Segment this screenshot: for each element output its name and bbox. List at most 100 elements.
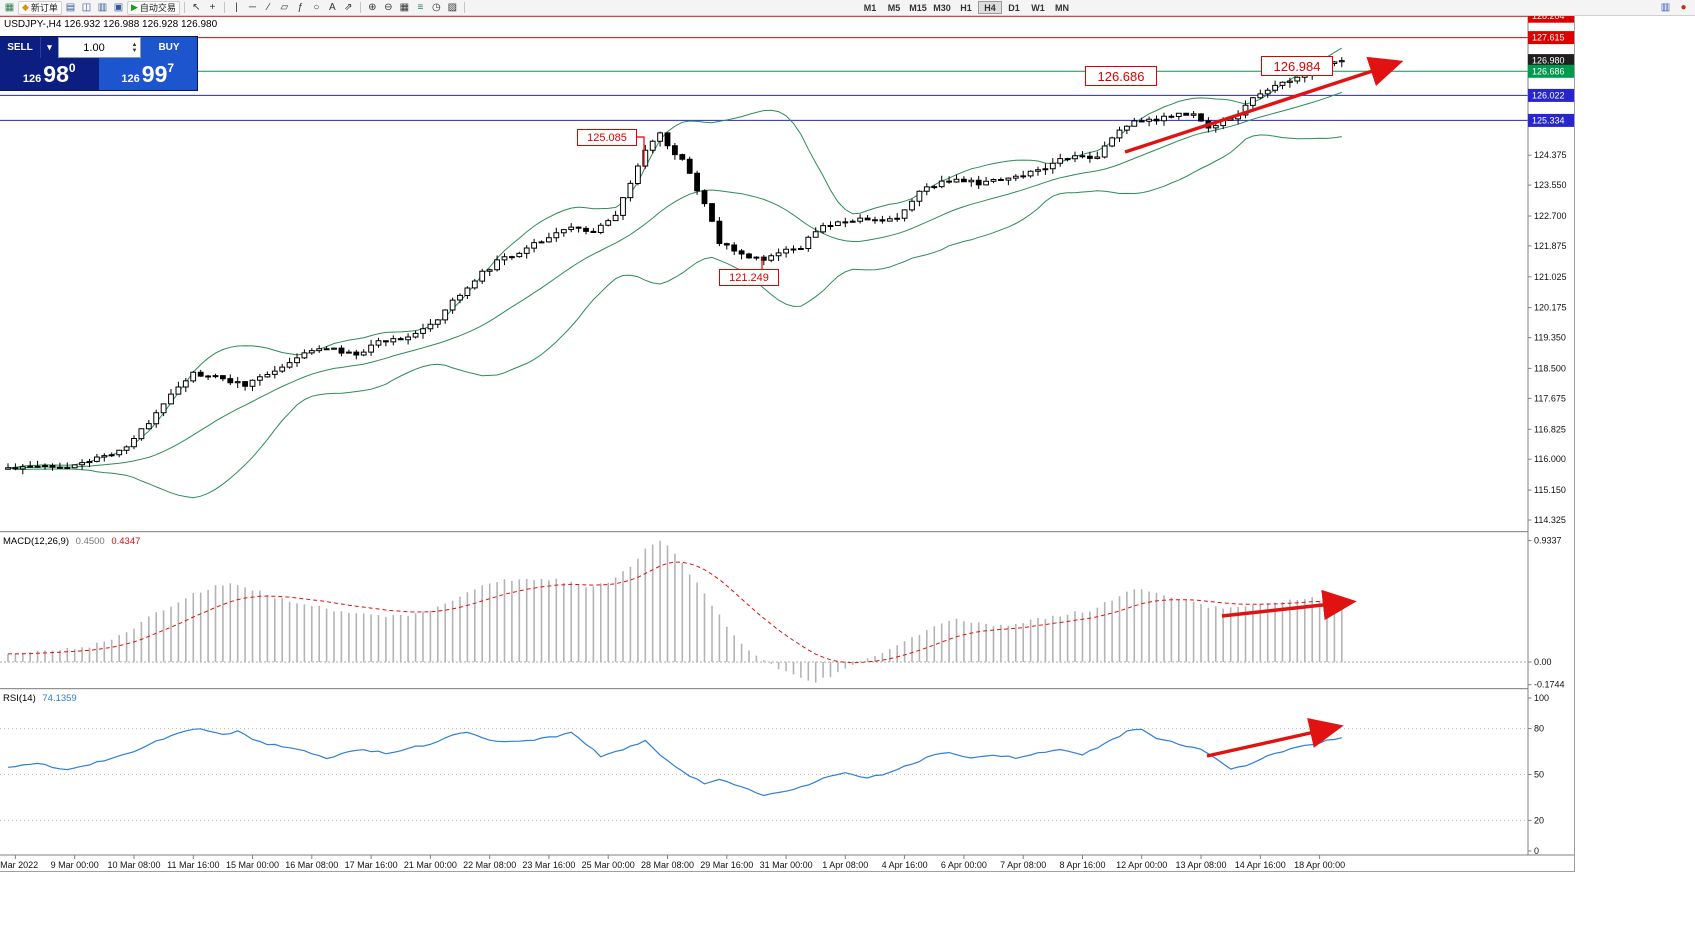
autotrading-button-label: 自动交易: [139, 3, 176, 13]
svg-text:16 Mar 08:00: 16 Mar 08:00: [285, 860, 338, 870]
rsi-value: 74.1359: [42, 693, 77, 704]
volume-stepper[interactable]: ▲ ▼: [129, 42, 140, 54]
macd-signal-value: 0.4347: [111, 536, 141, 547]
navigator-icon[interactable]: ▥: [97, 2, 108, 13]
svg-text:126.686: 126.686: [1532, 66, 1565, 76]
toolbar-separator: [183, 2, 185, 13]
volume-input[interactable]: 1.00 ▲ ▼: [58, 37, 141, 58]
fibonacci-icon[interactable]: ƒ: [297, 2, 304, 13]
timeframe-M5[interactable]: M5: [887, 3, 901, 13]
channel-icon[interactable]: ▱: [280, 2, 289, 13]
timeframe-MN[interactable]: MN: [1055, 3, 1069, 13]
timeframe-M30[interactable]: M30: [933, 3, 951, 13]
periods-icon[interactable]: ◷: [432, 2, 441, 13]
sell-button[interactable]: SELL: [0, 37, 40, 58]
new-order-button[interactable]: ◆ 新订单: [18, 0, 62, 15]
chevron-down-icon: ▾: [47, 42, 52, 52]
shapes-icon[interactable]: ○: [313, 2, 320, 13]
svg-text:15 Mar 00:00: 15 Mar 00:00: [226, 860, 279, 870]
cursor-icon[interactable]: ↖: [192, 2, 201, 13]
rsi-line: [7, 728, 1342, 797]
svg-text:122.700: 122.700: [1534, 211, 1567, 221]
zoom-in-icon[interactable]: ⊕: [368, 2, 377, 13]
buy-price-point: 7: [167, 61, 175, 75]
trend-arrow[interactable]: [1221, 589, 1357, 621]
tile-windows-icon[interactable]: ▦: [399, 2, 410, 13]
horizontal-line-icon[interactable]: ─: [248, 2, 256, 13]
svg-text:0.9337: 0.9337: [1534, 536, 1562, 546]
svg-text:115.150: 115.150: [1534, 485, 1566, 495]
time-axis[interactable]: [0, 855, 1575, 872]
timeframe-H1[interactable]: H1: [960, 3, 972, 13]
terminal-icon[interactable]: ▣: [113, 2, 124, 13]
svg-text:123.550: 123.550: [1534, 180, 1567, 190]
timeframe-H4[interactable]: H4: [978, 1, 1002, 14]
svg-text:6 Apr 00:00: 6 Apr 00:00: [941, 860, 987, 870]
alerts-icon[interactable]: ●: [1680, 2, 1687, 13]
svg-text:114.325: 114.325: [1534, 515, 1566, 525]
timeframe-M15[interactable]: M15: [909, 3, 927, 13]
data-window-icon[interactable]: ◫: [81, 2, 92, 13]
svg-text:4 Apr 16:00: 4 Apr 16:00: [882, 860, 928, 870]
timeframe-M1[interactable]: M1: [863, 3, 877, 13]
price-annotation-126.686[interactable]: 126.686: [1085, 66, 1157, 86]
price-annotation-121.249[interactable]: 121.249: [719, 269, 779, 286]
price-annotation-125.085[interactable]: 125.085: [577, 129, 637, 146]
price-badge: [1528, 31, 1575, 45]
sell-price[interactable]: 126 98 0: [0, 58, 99, 90]
order-type-dropdown[interactable]: ▾: [40, 37, 58, 58]
svg-text:1 Apr 08:00: 1 Apr 08:00: [822, 860, 868, 870]
svg-text:0.00: 0.00: [1534, 657, 1552, 667]
autotrading-icon: ▶: [130, 2, 138, 12]
new-order-icon: ◆: [22, 2, 29, 12]
svg-text:0: 0: [1534, 846, 1539, 856]
trendline-icon[interactable]: ∕: [267, 2, 270, 13]
timeframe-D1[interactable]: D1: [1008, 3, 1020, 13]
svg-text:100: 100: [1534, 693, 1549, 703]
trend-arrow[interactable]: [1124, 56, 1404, 154]
svg-text:121.875: 121.875: [1534, 241, 1567, 251]
svg-text:80: 80: [1534, 724, 1544, 734]
sell-price-point: 0: [68, 61, 76, 75]
zoom-out-icon[interactable]: ⊖: [384, 2, 393, 13]
templates-icon[interactable]: ▨: [447, 2, 458, 13]
text-icon[interactable]: A: [329, 2, 336, 13]
svg-text:12 Apr 00:00: 12 Apr 00:00: [1116, 860, 1167, 870]
price-badge: [1528, 88, 1575, 102]
svg-text:8 Apr 16:00: 8 Apr 16:00: [1059, 860, 1105, 870]
svg-text:126.980: 126.980: [1532, 56, 1565, 66]
price-badge: [1528, 54, 1575, 68]
svg-text:127.615: 127.615: [1532, 33, 1565, 43]
macd-signal-line: [8, 561, 1342, 664]
buy-price[interactable]: 126 99 7: [98, 58, 197, 90]
buy-button[interactable]: BUY: [141, 37, 197, 58]
svg-text:-0.1744: -0.1744: [1534, 680, 1565, 690]
svg-text:7 Mar 2022: 7 Mar 2022: [0, 860, 38, 870]
candlesticks[interactable]: [5, 57, 1345, 475]
indicators-icon[interactable]: ≡: [417, 2, 424, 13]
svg-text:18 Apr 00:00: 18 Apr 00:00: [1294, 860, 1345, 870]
vertical-line-icon[interactable]: |: [235, 2, 238, 13]
volume-value: 1.00: [83, 41, 105, 54]
buy-price-handle: 126: [121, 73, 140, 85]
chart-ohlc-readout: USDJPY-,H4 126.932 126.988 126.928 126.9…: [4, 19, 218, 30]
new-chart-icon[interactable]: ▦: [4, 2, 15, 13]
market-watch-icon[interactable]: ▤: [65, 2, 76, 13]
crosshair-icon[interactable]: +: [209, 2, 216, 13]
stepper-down-icon[interactable]: ▼: [131, 47, 138, 54]
one-click-trading-panel: SELL ▾ 1.00 ▲ ▼ BUY 126 98 0 126 99 7: [0, 37, 197, 90]
rsi-label: RSI(14) 74.1359: [3, 693, 77, 704]
price-annotation-126.984[interactable]: 126.984: [1261, 56, 1333, 76]
trend-arrow[interactable]: [1206, 717, 1344, 758]
toolbar-right-group: ▥ ●: [1658, 1, 1691, 14]
stepper-up-icon[interactable]: ▲: [131, 41, 138, 48]
timeframe-W1[interactable]: W1: [1031, 3, 1045, 13]
autotrading-button[interactable]: ▶ 自动交易: [126, 0, 180, 15]
price-axis[interactable]: [1528, 16, 1575, 855]
toolbar: ▦ ◆ 新订单 ▤ ◫ ▥ ▣ ▶ 自动交易 ↖ + | ─ ∕ ▱ ƒ ○ A ⇗ ⊕ ⊖ ▦ ≡ ◷ ▨ M1 M5 M15 M3…: [0, 0, 1695, 16]
depth-of-market-icon[interactable]: ▥: [1660, 2, 1671, 13]
arrow-tools-icon[interactable]: ⇗: [344, 2, 353, 13]
svg-text:126.022: 126.022: [1532, 90, 1565, 100]
